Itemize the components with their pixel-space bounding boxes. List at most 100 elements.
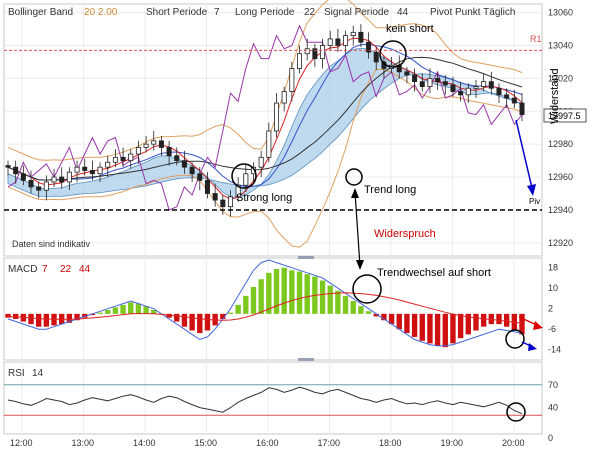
panel-splitter-grip[interactable]: [298, 358, 314, 361]
macd-bar: [289, 270, 295, 314]
candle: [128, 149, 134, 169]
macd-bar: [89, 313, 96, 316]
candle: [320, 38, 326, 69]
macd-bar: [273, 268, 280, 314]
macd-signal-line: [7, 292, 523, 324]
candle: [151, 131, 157, 151]
candle: [412, 68, 418, 92]
last-price-box: [543, 108, 587, 123]
macd-bar: [480, 313, 487, 327]
macd-bar: [235, 304, 241, 314]
panel-splitter-grip[interactable]: [298, 256, 314, 259]
macd-bar: [43, 313, 50, 327]
macd-bar: [411, 313, 418, 337]
macd-bar: [434, 313, 441, 346]
candle: [97, 162, 103, 182]
candle: [51, 168, 57, 187]
candle: [427, 68, 433, 94]
annotation-circle-trendwechsel: [352, 274, 382, 304]
price-tick-label: 12920: [548, 238, 573, 248]
macd-bar: [404, 313, 410, 334]
candle: [112, 149, 118, 168]
candle: [158, 135, 164, 156]
pivot-label: Piv: [529, 197, 540, 206]
candle: [266, 122, 272, 163]
annotation-kein-short: kein short: [386, 23, 434, 35]
candle: [504, 88, 510, 108]
candle: [450, 76, 456, 97]
candle: [74, 160, 80, 182]
candle: [304, 38, 310, 61]
x-tick-label: 20:00: [502, 438, 525, 448]
macd-bar: [112, 307, 119, 314]
macd-bar: [28, 313, 34, 325]
annotation-circle-kein-short: [379, 40, 407, 68]
price-tick-label: 12960: [548, 172, 573, 182]
macd-bar: [342, 295, 349, 314]
candle: [13, 160, 19, 184]
macd-bar: [128, 302, 134, 314]
long-period-value: 22: [304, 7, 316, 18]
macd-bar: [473, 313, 479, 331]
candle: [289, 61, 295, 102]
candle: [143, 135, 149, 153]
macd-bar: [304, 274, 310, 314]
candle: [343, 30, 349, 54]
candle: [419, 73, 425, 92]
candle: [404, 66, 410, 84]
rsi-line: [7, 386, 523, 415]
x-tick-label: 12:00: [10, 438, 33, 448]
macd-bar: [488, 313, 494, 325]
x-tick-label: 19:00: [441, 438, 464, 448]
candle: [335, 29, 341, 53]
price-tick-label: 12940: [548, 205, 573, 215]
macd-bar: [503, 313, 510, 327]
macd-label: MACD: [8, 264, 37, 275]
candle: [281, 86, 287, 112]
rsi-param: 14: [32, 368, 44, 379]
macd-param-1: 7: [42, 264, 48, 275]
annotation-circle-macd-end: [505, 329, 525, 349]
rsi-tick-label: 70: [548, 380, 558, 390]
candle: [204, 172, 210, 199]
macd-bar: [105, 310, 111, 314]
macd-bar: [250, 286, 257, 314]
macd-bar: [135, 303, 142, 314]
bollinger-upper: [7, 0, 523, 161]
candle: [36, 181, 42, 199]
signal-period-label: Signal Periode: [324, 7, 389, 18]
candle: [519, 93, 525, 122]
macd-param-3: 44: [79, 264, 91, 275]
candle: [166, 140, 172, 166]
price-tick-label: 12980: [548, 139, 573, 149]
annotations: kein short Strong long Trend long Widers…: [231, 23, 561, 422]
macd-bar: [442, 313, 448, 348]
candle: [197, 167, 203, 191]
macd-bar: [496, 313, 502, 325]
annotation-circle-strong-long: [231, 163, 257, 189]
candle: [366, 32, 372, 59]
macd-tick-label: -14: [548, 345, 561, 355]
macd-bar: [82, 313, 88, 318]
candle: [258, 150, 264, 178]
candlesticks: [5, 24, 525, 217]
candle: [312, 43, 318, 67]
macd-bar: [427, 313, 433, 344]
candle: [120, 147, 126, 168]
macd-bar: [36, 313, 42, 327]
bollinger-lower: [7, 69, 523, 248]
candle: [511, 89, 517, 108]
candle: [220, 195, 226, 215]
annotation-trendwechsel: Trendwechsel auf short: [377, 267, 491, 279]
candle: [181, 150, 187, 174]
macd-bar: [296, 271, 303, 314]
bb-params: 20 2.00: [84, 7, 118, 18]
macd-bar: [419, 313, 425, 341]
macd-bar: [381, 313, 387, 321]
x-tick-label: 13:00: [72, 438, 95, 448]
macd-bar: [358, 306, 364, 314]
x-tick-label: 16:00: [256, 438, 279, 448]
macd-bar: [266, 272, 272, 314]
candle: [89, 160, 95, 181]
macd-bar: [5, 313, 11, 318]
